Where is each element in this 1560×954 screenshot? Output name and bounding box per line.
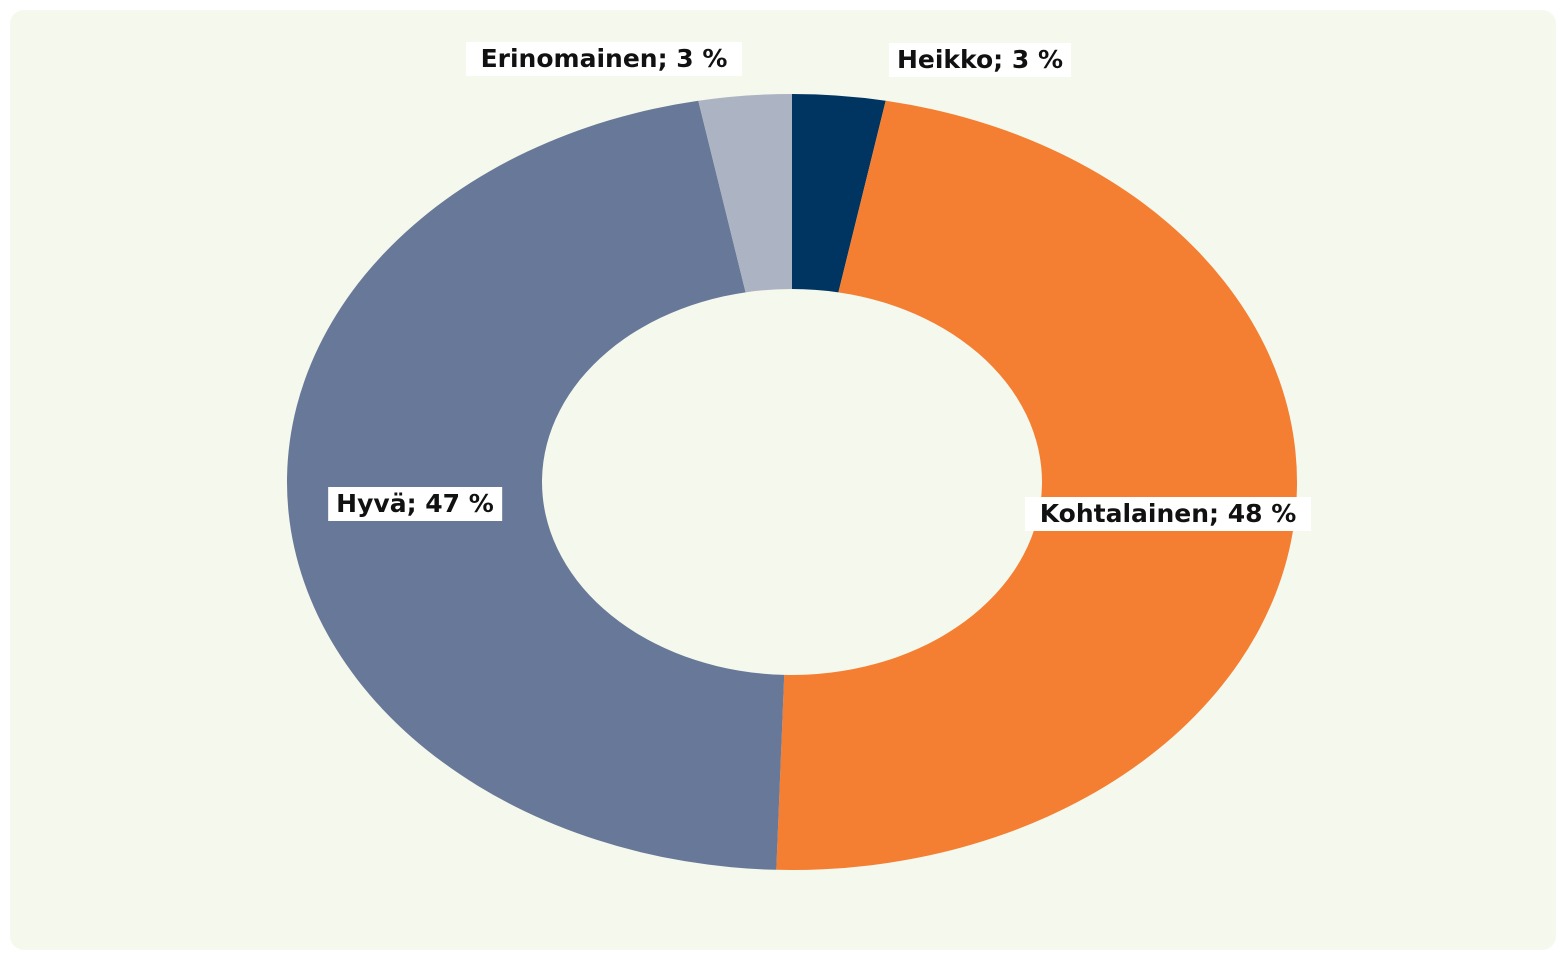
data-label: Kohtalainen; 48 %: [1025, 497, 1311, 531]
data-label: Heikko; 3 %: [888, 43, 1072, 77]
donut-slice: [776, 100, 1297, 870]
data-label: Hyvä; 47 %: [328, 487, 502, 521]
data-label: Erinomainen; 3 %: [466, 42, 742, 76]
donut-slice: [287, 100, 785, 870]
donut-slice: [792, 94, 886, 293]
donut-slice: [698, 94, 792, 293]
